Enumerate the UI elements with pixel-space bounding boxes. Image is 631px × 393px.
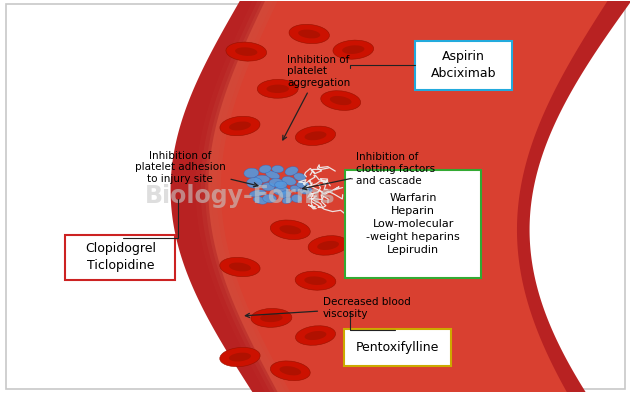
Ellipse shape	[220, 116, 260, 136]
Polygon shape	[201, 1, 286, 392]
FancyBboxPatch shape	[6, 4, 625, 389]
Ellipse shape	[333, 40, 374, 59]
Ellipse shape	[229, 353, 251, 362]
Ellipse shape	[317, 241, 339, 250]
Ellipse shape	[308, 236, 348, 255]
Ellipse shape	[270, 220, 310, 240]
Ellipse shape	[280, 225, 301, 234]
Ellipse shape	[289, 24, 329, 44]
Ellipse shape	[295, 126, 336, 145]
Ellipse shape	[266, 84, 289, 93]
Ellipse shape	[262, 194, 276, 203]
Ellipse shape	[226, 42, 266, 61]
Ellipse shape	[305, 131, 326, 140]
Ellipse shape	[282, 197, 292, 204]
Ellipse shape	[260, 314, 283, 322]
Ellipse shape	[294, 173, 306, 181]
Text: Inhibition of
platelet
aggregation: Inhibition of platelet aggregation	[283, 55, 350, 140]
Ellipse shape	[285, 167, 298, 175]
Ellipse shape	[244, 168, 259, 178]
Ellipse shape	[295, 326, 336, 345]
Ellipse shape	[280, 366, 301, 375]
Ellipse shape	[257, 79, 298, 98]
Text: Clopidogrel
Ticlopidine: Clopidogrel Ticlopidine	[85, 242, 156, 272]
Ellipse shape	[282, 176, 296, 185]
Ellipse shape	[266, 171, 280, 179]
Ellipse shape	[305, 331, 326, 340]
Ellipse shape	[271, 361, 310, 380]
Ellipse shape	[251, 309, 292, 327]
Ellipse shape	[274, 181, 287, 189]
Text: Aspirin
Abciximab: Aspirin Abciximab	[431, 50, 496, 80]
Ellipse shape	[292, 195, 302, 202]
Ellipse shape	[220, 257, 260, 277]
Ellipse shape	[298, 29, 321, 39]
Ellipse shape	[290, 185, 300, 192]
Ellipse shape	[249, 190, 266, 197]
Text: Decreased blood
viscosity: Decreased blood viscosity	[245, 298, 411, 319]
Text: Inhibition of
clotting factors
and cascade: Inhibition of clotting factors and casca…	[303, 152, 435, 190]
Ellipse shape	[272, 165, 284, 173]
Ellipse shape	[342, 45, 365, 54]
Ellipse shape	[259, 165, 271, 173]
Ellipse shape	[229, 263, 251, 272]
Ellipse shape	[262, 183, 274, 191]
Ellipse shape	[247, 178, 262, 188]
FancyBboxPatch shape	[345, 170, 481, 278]
Ellipse shape	[297, 182, 309, 188]
Ellipse shape	[321, 91, 361, 110]
Ellipse shape	[304, 276, 327, 285]
Polygon shape	[170, 1, 631, 392]
Text: Warfarin
Heparin
Low-molecular
-weight heparins
Lepirudin: Warfarin Heparin Low-molecular -weight h…	[366, 193, 460, 255]
Ellipse shape	[330, 96, 351, 105]
Ellipse shape	[300, 187, 312, 194]
Ellipse shape	[254, 175, 270, 183]
Ellipse shape	[273, 186, 288, 195]
Ellipse shape	[220, 347, 260, 367]
Ellipse shape	[253, 196, 267, 204]
Ellipse shape	[295, 271, 336, 290]
Polygon shape	[205, 1, 290, 392]
Polygon shape	[208, 1, 608, 392]
Ellipse shape	[229, 121, 251, 130]
Text: Inhibition of
platelet adhesion
to injury site: Inhibition of platelet adhesion to injur…	[135, 151, 258, 187]
FancyBboxPatch shape	[415, 41, 512, 90]
Ellipse shape	[280, 191, 291, 198]
Polygon shape	[196, 1, 281, 392]
Ellipse shape	[269, 178, 284, 187]
Text: Pentoxifylline: Pentoxifylline	[356, 341, 439, 354]
Ellipse shape	[235, 47, 257, 56]
Text: Biology-Forms: Biology-Forms	[144, 184, 335, 209]
FancyBboxPatch shape	[65, 235, 175, 280]
FancyBboxPatch shape	[344, 329, 451, 366]
